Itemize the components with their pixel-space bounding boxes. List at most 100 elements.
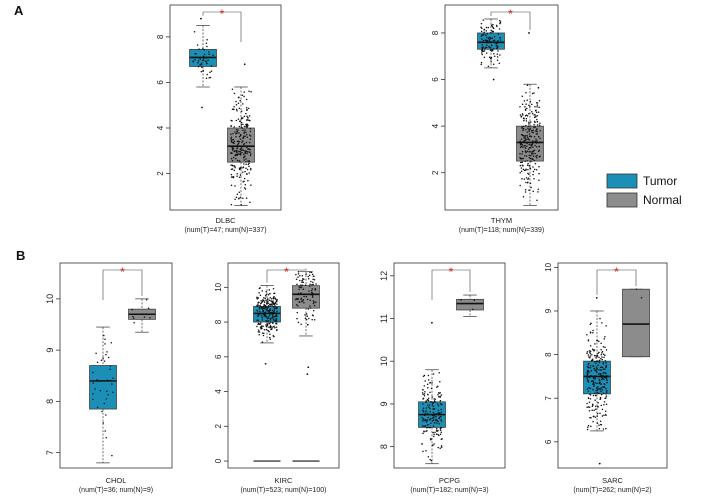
- data-point: [200, 70, 203, 73]
- data-point: [269, 327, 272, 329]
- data-point: [257, 329, 260, 331]
- data-point: [210, 70, 213, 72]
- data-point: [273, 295, 275, 298]
- data-point: [431, 420, 434, 422]
- data-point: [524, 191, 527, 193]
- data-point: [305, 273, 307, 275]
- data-point: [530, 154, 532, 157]
- data-point: [247, 148, 249, 150]
- data-point: [592, 383, 594, 385]
- data-point: [525, 120, 528, 122]
- data-point: [210, 65, 213, 67]
- data-point: [531, 143, 534, 145]
- data-point: [202, 69, 204, 72]
- data-point: [432, 411, 435, 414]
- data-point: [589, 355, 592, 357]
- data-point: [421, 416, 423, 419]
- data-point: [309, 305, 311, 307]
- data-point: [308, 274, 311, 277]
- data-point: [261, 300, 264, 303]
- data-point: [304, 317, 307, 320]
- data-point: [423, 393, 426, 395]
- data-point: [587, 381, 590, 383]
- data-point: [265, 320, 267, 322]
- data-point: [598, 379, 601, 382]
- plot-frame-thym: [444, 4, 559, 211]
- data-point: [440, 408, 442, 411]
- data-point: [602, 377, 604, 380]
- data-point: [143, 316, 146, 318]
- data-point: [440, 403, 443, 406]
- data-point: [248, 141, 251, 144]
- data-point: [523, 145, 525, 147]
- data-point: [491, 50, 493, 52]
- data-point: [432, 425, 435, 427]
- data-point: [306, 298, 309, 301]
- y-tick-label-kirc-4: 4: [214, 389, 223, 394]
- data-point: [242, 197, 244, 199]
- significance-bracket-kirc: [266, 268, 307, 283]
- data-point: [243, 187, 246, 189]
- data-point: [202, 55, 205, 57]
- data-point: [599, 412, 601, 414]
- data-point: [472, 308, 474, 311]
- data-point: [601, 356, 603, 358]
- data-point: [534, 141, 537, 143]
- data-point: [262, 310, 265, 312]
- data-point: [523, 178, 526, 180]
- data-point: [232, 156, 235, 159]
- points-pcpg-normal: [460, 299, 476, 311]
- data-point: [497, 50, 499, 52]
- boxplot-panels: 2 4 6 8 DLBC (num(T)=47; num(N)=337) * 2 4 6 8 THYM…: [45, 4, 668, 494]
- data-point: [106, 390, 108, 392]
- data-point: [95, 352, 97, 354]
- data-point: [481, 52, 483, 54]
- data-point: [429, 417, 432, 420]
- data-point: [244, 151, 247, 154]
- data-point: [493, 52, 495, 55]
- data-point: [529, 167, 531, 169]
- data-point: [246, 172, 248, 175]
- data-point: [537, 191, 539, 193]
- data-point: [489, 32, 492, 34]
- data-point: [437, 429, 439, 432]
- data-point: [533, 116, 536, 119]
- data-point: [487, 26, 490, 29]
- data-point: [429, 458, 431, 461]
- y-tick-label-chol-9: 9: [45, 348, 55, 353]
- data-point: [436, 386, 438, 388]
- y-tick-label-pcpg-12: 12: [379, 271, 389, 281]
- data-point: [238, 167, 241, 169]
- data-point: [248, 162, 250, 165]
- data-point: [604, 335, 606, 338]
- data-point: [432, 444, 434, 446]
- data-point: [312, 309, 315, 312]
- data-point: [590, 322, 592, 325]
- data-point: [249, 154, 252, 157]
- box-chol-tumor: [89, 365, 117, 410]
- x-label-dlbc: DLBC: [215, 216, 236, 225]
- data-point: [237, 96, 240, 99]
- data-point: [522, 146, 524, 148]
- data-point: [535, 155, 537, 157]
- x-sublabel-sarc: (num(T)=262; num(N)=2): [573, 487, 651, 494]
- data-point: [92, 392, 94, 395]
- data-point: [268, 322, 270, 325]
- data-point: [234, 165, 236, 167]
- data-point: [528, 173, 530, 175]
- data-point: [603, 378, 605, 380]
- data-point: [523, 169, 526, 172]
- data-point: [482, 50, 485, 53]
- data-point: [530, 129, 533, 132]
- y-tick-label-dlbc-8: 8: [156, 34, 165, 39]
- data-point: [261, 317, 264, 319]
- data-point: [269, 333, 271, 336]
- data-point: [496, 53, 499, 55]
- data-point: [131, 308, 133, 311]
- data-point: [533, 159, 536, 162]
- data-point: [594, 382, 597, 384]
- data-point: [249, 168, 252, 171]
- data-point: [593, 384, 595, 386]
- data-point: [522, 129, 524, 132]
- data-point: [538, 145, 540, 148]
